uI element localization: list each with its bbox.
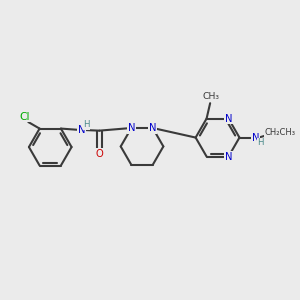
Text: N: N — [78, 125, 85, 135]
Text: H: H — [257, 138, 264, 147]
Text: CH₃: CH₃ — [202, 92, 219, 101]
Text: H: H — [83, 120, 90, 129]
Text: N: N — [225, 152, 232, 161]
Text: N: N — [128, 123, 135, 133]
Text: Cl: Cl — [20, 112, 30, 122]
Text: N: N — [225, 114, 232, 124]
Text: O: O — [95, 149, 103, 159]
Text: N: N — [149, 123, 156, 133]
Text: N: N — [252, 133, 260, 142]
Text: CH₂CH₃: CH₂CH₃ — [265, 128, 296, 137]
